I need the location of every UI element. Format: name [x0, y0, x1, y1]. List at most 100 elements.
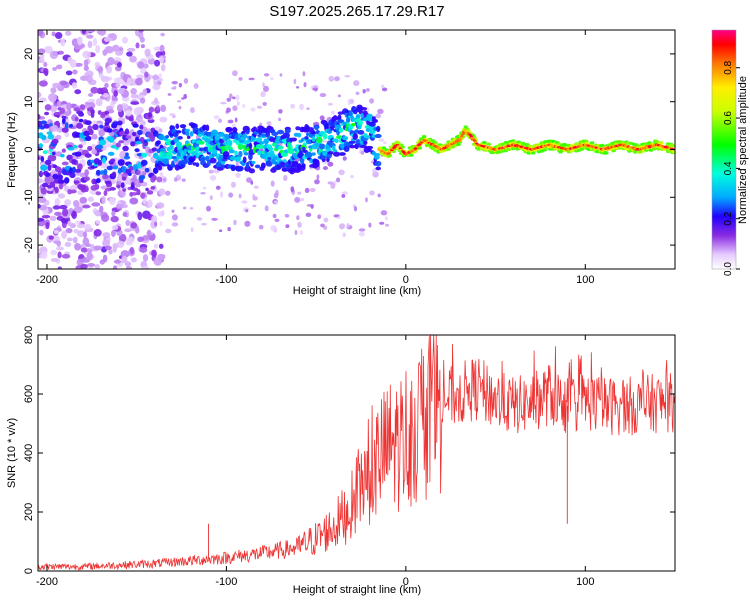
- spectrogram-cell: [146, 138, 151, 142]
- spectrogram-cell: [49, 122, 53, 127]
- spectrogram-noise-cell: [38, 196, 47, 204]
- spectrogram-cell: [106, 128, 113, 133]
- spectrogram-noise-cell: [232, 105, 238, 112]
- spectrogram-noise-cell: [59, 204, 68, 210]
- spectrogram-cell: [122, 145, 129, 152]
- spectrogram-noise-cell: [284, 213, 290, 218]
- spectrogram-noise-cell: [39, 97, 47, 103]
- spectrogram-cell: [47, 133, 55, 140]
- spectrogram-cell: [288, 143, 293, 151]
- spectrogram-noise-cell: [378, 138, 385, 142]
- spectrogram-noise-cell: [116, 104, 123, 113]
- spectrogram-noise-cell: [330, 182, 336, 189]
- spectrogram-noise-cell: [158, 78, 163, 82]
- spectrogram-noise-cell: [97, 67, 104, 73]
- spectrogram-noise-cell: [189, 207, 194, 210]
- spectrogram-cell: [61, 161, 69, 166]
- spectrogram-noise-cell: [72, 199, 80, 208]
- spectrogram-cell: [316, 136, 323, 144]
- spectrogram-cell: [157, 165, 163, 171]
- colorbar-label: Normalized spectral amplitude: [737, 76, 749, 224]
- y-tick-label: -20: [23, 237, 35, 253]
- spectrogram-noise-cell: [49, 215, 57, 222]
- spectrogram-noise-cell: [341, 191, 349, 195]
- spectrogram-cell: [248, 142, 253, 150]
- spectrogram-cell: [289, 137, 298, 142]
- x-tick-label: 0: [403, 274, 409, 286]
- spectrogram-noise-cell: [358, 228, 366, 232]
- spectrogram-noise-cell: [142, 88, 148, 96]
- spectrogram-y-label: Frequency (Hz): [6, 112, 18, 188]
- spectrogram-noise-cell: [155, 104, 160, 111]
- spectrogram-noise-cell: [89, 244, 95, 249]
- spectrogram-noise-cell: [52, 67, 57, 71]
- spectrogram-cell: [68, 123, 74, 128]
- spectrogram-noise-cell: [139, 97, 146, 104]
- spectrogram-cell: [301, 163, 306, 169]
- spectrogram-noise-cell: [108, 197, 116, 205]
- spectrogram-noise-cell: [113, 89, 118, 97]
- spectrogram-cell: [242, 133, 248, 139]
- spectrogram-cell: [295, 126, 301, 131]
- spectrogram-cell: [373, 154, 380, 160]
- spectrogram-cell: [263, 138, 270, 144]
- spectrogram-noise-cell: [381, 84, 385, 89]
- spectrogram-noise-cell: [299, 103, 304, 111]
- spectrogram-noise-cell: [297, 191, 302, 195]
- spectrogram-cell: [156, 140, 161, 145]
- spectrogram-noise-cell: [140, 44, 145, 49]
- spectrogram-cell: [191, 123, 198, 129]
- spectrogram-noise-cell: [38, 217, 45, 222]
- spectrogram-noise-cell: [160, 32, 165, 37]
- spectrogram-noise-cell: [153, 189, 158, 193]
- spectrogram-noise-cell: [105, 45, 114, 54]
- spectrogram-cell: [92, 123, 99, 131]
- y-tick-label: 10: [23, 96, 35, 108]
- figure-title: S197.2025.265.17.29.R17: [269, 3, 444, 20]
- spectrogram-noise-cell: [100, 75, 110, 83]
- colorbar-gradient: [712, 30, 736, 269]
- spectrogram-cell: [322, 152, 328, 157]
- spectrogram-cell: [357, 124, 362, 130]
- spectrogram-noise-cell: [81, 30, 87, 35]
- spectrogram-noise-cell: [55, 64, 63, 70]
- spectrogram-noise-cell: [133, 107, 141, 116]
- spectrogram-cell: [177, 135, 183, 140]
- spectrogram-cell: [189, 131, 194, 137]
- spectrogram-noise-cell: [233, 219, 237, 226]
- spectrogram-noise-cell: [66, 237, 73, 242]
- spectrogram-noise-cell: [160, 64, 166, 72]
- spectrogram-noise-cell: [144, 71, 149, 78]
- spectrogram-noise-cell: [250, 107, 256, 112]
- snr-y-label: SNR (10 * v/v): [6, 418, 18, 488]
- spectrogram-cell: [304, 136, 309, 140]
- spectrogram-noise-cell: [171, 222, 179, 227]
- spectrogram-noise-cell: [125, 109, 132, 117]
- spectrogram-cell: [150, 186, 156, 190]
- spectrogram-noise-cell: [72, 69, 78, 75]
- spectrogram-cell: [88, 129, 94, 135]
- spectrogram-noise-cell: [65, 228, 73, 234]
- spectrogram-ridge-cell: [457, 138, 462, 142]
- spectrogram-noise-cell: [118, 47, 124, 52]
- spectrogram-noise-cell: [54, 32, 63, 40]
- spectrogram-cell: [74, 116, 79, 122]
- spectrogram-noise-cell: [384, 216, 389, 221]
- spectrogram-noise-cell: [278, 109, 283, 114]
- spectrogram-noise-cell: [377, 193, 381, 198]
- spectrogram-cell: [148, 106, 155, 113]
- spectrogram-cell: [632, 150, 638, 154]
- spectrogram-noise-cell: [306, 204, 314, 207]
- spectrogram-noise-cell: [43, 61, 48, 68]
- spectrogram-noise-cell: [205, 205, 212, 212]
- spectrogram-noise-cell: [130, 101, 140, 105]
- spectrogram-noise-cell: [101, 213, 110, 222]
- spectrogram-noise-cell: [227, 227, 231, 232]
- spectrogram-cell: [366, 114, 373, 122]
- spectrogram-cell: [78, 112, 85, 117]
- spectrogram-cell: [238, 150, 243, 158]
- spectrogram-noise-cell: [201, 222, 207, 226]
- y-tick-label: 600: [23, 385, 35, 403]
- spectrogram-cell: [146, 190, 154, 195]
- spectrogram-noise-cell: [108, 249, 113, 255]
